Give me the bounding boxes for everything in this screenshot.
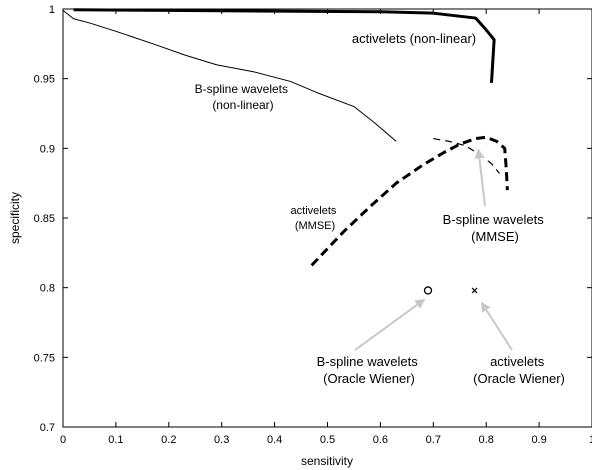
series-line-thick-dashed <box>310 135 509 267</box>
annotation-bspline-mmse: B-spline wavelets (MMSE) <box>443 212 548 244</box>
annotation-activelets-nonlinear: activelets (non-linear) <box>352 31 476 46</box>
y-axis-label: specificity <box>8 192 22 244</box>
y-tick-label: 1 <box>49 4 55 16</box>
annotation-activelets-oracle-wiener: activelets (Oracle Wiener) <box>473 354 565 386</box>
x-tick-label: 0.7 <box>426 434 441 446</box>
x-axis-label: sensitivity <box>301 454 353 468</box>
series-line-thick-solid <box>73 8 496 83</box>
y-tick-label: 0.7 <box>40 422 55 434</box>
x-tick-label: 0.3 <box>214 434 229 446</box>
annotation-arrow-shaft <box>478 158 486 207</box>
annotation-arrow-head <box>414 298 426 309</box>
annotation-arrow-shaft <box>485 309 513 351</box>
annotation-bspline-nonlinear: B-spline wavelets (non-linear) <box>195 82 292 112</box>
oracle-wiener-activelets-point <box>471 287 478 294</box>
x-tick-label: 0.4 <box>267 434 282 446</box>
annotation-bspline-oracle-wiener: B-spline wavelets (Oracle Wiener) <box>317 354 422 386</box>
series-line-thin-dashed <box>433 137 500 174</box>
annotation-arrow-head <box>480 301 491 313</box>
y-tick-label: 0.95 <box>34 74 55 86</box>
series-line-thin-solid <box>62 10 397 142</box>
y-tick-label: 0.8 <box>40 283 55 295</box>
x-tick-label: 0 <box>60 434 66 446</box>
x-tick-label: 1 <box>589 434 592 446</box>
x-tick-label: 0.1 <box>108 434 123 446</box>
y-axis-ticks: 0.7 0.75 0.8 0.85 0.9 0.95 1 <box>34 4 592 434</box>
x-tick-label: 0.8 <box>479 434 494 446</box>
y-tick-label: 0.85 <box>34 213 55 225</box>
x-axis-ticks: 0 0.1 0.2 0.3 0.4 0.5 0.6 0.7 0.8 0.9 1 <box>60 9 592 446</box>
series-group <box>62 8 509 295</box>
y-tick-label: 0.9 <box>40 143 55 155</box>
annotation-activelets-mmse: activelets (MMSE) <box>291 205 340 232</box>
x-tick-label: 0.6 <box>373 434 388 446</box>
x-tick-label: 0.5 <box>320 434 335 446</box>
annotation-arrow-head <box>474 148 485 159</box>
annotation-arrow-shaft <box>354 303 418 351</box>
x-tick-label: 0.9 <box>531 434 546 446</box>
oracle-wiener-bspline-point <box>423 286 433 295</box>
y-tick-label: 0.75 <box>34 352 55 364</box>
x-tick-label: 0.2 <box>161 434 176 446</box>
annotation-arrows <box>354 148 513 351</box>
